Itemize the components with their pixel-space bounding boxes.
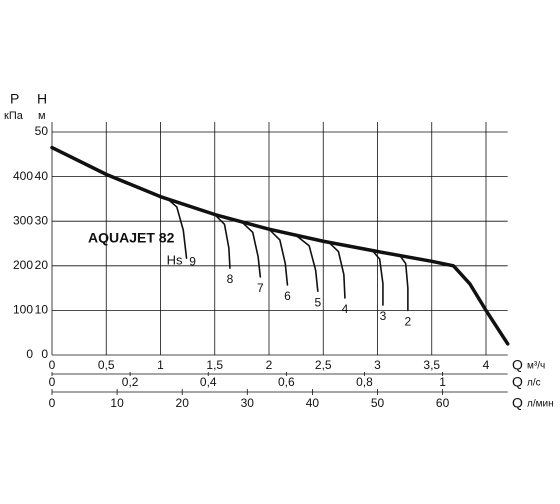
- x-tick-label: 4: [483, 358, 490, 372]
- y-tick-label: 20: [35, 258, 49, 272]
- suction-curve: [295, 234, 319, 293]
- x-tick-label: 2,5: [315, 358, 332, 372]
- series-label: 7: [257, 281, 264, 295]
- x3-tick-label: 50: [371, 396, 385, 410]
- suction-curve: [371, 249, 384, 306]
- x2-tick-label: 0,6: [278, 375, 295, 389]
- y-label: H: [37, 91, 47, 107]
- x-tick-label: 3,5: [423, 358, 440, 372]
- y-unit: м: [38, 110, 46, 122]
- y2-tick-label: 200: [13, 258, 33, 272]
- x-tick-label: 0,5: [98, 358, 115, 372]
- chart-title: AQUAJET 82: [88, 230, 175, 246]
- y2-label: P: [10, 91, 19, 107]
- x3-tick-label: 10: [110, 396, 124, 410]
- y2-tick-label: 100: [13, 303, 33, 317]
- x-label: Q: [512, 357, 523, 373]
- x3-tick-label: 20: [176, 396, 190, 410]
- x2-tick-label: 1: [439, 375, 446, 389]
- x3-unit: л/мин: [527, 399, 554, 410]
- x2-tick-label: 0,8: [356, 375, 373, 389]
- y2-unit: кПа: [4, 110, 24, 122]
- y-tick-label: 40: [35, 169, 49, 183]
- suction-curve: [213, 213, 231, 269]
- x2-tick-label: 0: [49, 375, 56, 389]
- series-label: 9: [189, 254, 196, 268]
- series-label: 4: [342, 302, 349, 316]
- y2-tick-label: 400: [13, 169, 33, 183]
- suction-label: Hs: [167, 253, 183, 268]
- x-tick-label: 0: [49, 358, 56, 372]
- x2-unit: л/с: [527, 378, 541, 389]
- x-tick-label: 3: [374, 358, 381, 372]
- y-tick-label: 50: [35, 124, 49, 138]
- suction-curve: [327, 241, 346, 299]
- x3-tick-label: 40: [306, 396, 320, 410]
- y-tick-label: 30: [35, 213, 49, 227]
- x3-tick-label: 30: [241, 396, 255, 410]
- series-label: 2: [405, 315, 412, 329]
- x-unit: м³/ч: [527, 361, 545, 372]
- series-label: 5: [314, 295, 321, 309]
- series-label: 8: [227, 272, 234, 286]
- y2-tick-label: 300: [13, 213, 33, 227]
- x2-label: Q: [512, 374, 523, 390]
- x-tick-label: 1,5: [206, 358, 223, 372]
- y-tick-label: 10: [35, 303, 49, 317]
- series-label: 3: [380, 309, 387, 323]
- x3-tick-label: 0: [49, 396, 56, 410]
- suction-curve: [165, 196, 188, 260]
- x2-tick-label: 0,4: [200, 375, 217, 389]
- main-curve: [50, 145, 510, 346]
- suction-curve: [241, 221, 262, 278]
- x2-tick-label: 0,2: [122, 375, 139, 389]
- suction-curve: [268, 228, 289, 286]
- y2-tick-label: 0: [26, 347, 33, 361]
- series-label: 6: [284, 289, 291, 303]
- x-tick-label: 2: [266, 358, 273, 372]
- x-tick-label: 1: [157, 358, 164, 372]
- y-tick-label: 0: [41, 347, 48, 361]
- x3-tick-label: 60: [436, 396, 450, 410]
- x3-label: Q: [512, 395, 523, 411]
- suction-curve: [398, 253, 409, 312]
